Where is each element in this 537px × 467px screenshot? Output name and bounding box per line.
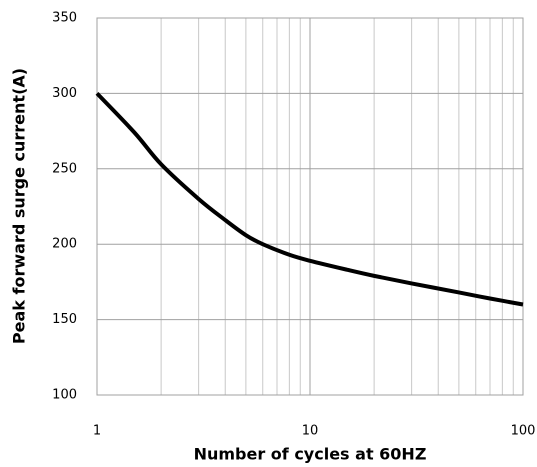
y-tick-label: 350 xyxy=(52,11,77,26)
x-tick-label: 100 xyxy=(511,424,536,439)
y-tick-label: 200 xyxy=(52,237,77,252)
y-axis-title: Peak forward surge current(A) xyxy=(10,68,29,344)
x-tick-label: 1 xyxy=(93,424,101,439)
x-axis-title: Number of cycles at 60HZ xyxy=(194,445,427,464)
y-tick-label: 300 xyxy=(52,86,77,101)
y-tick-label: 100 xyxy=(52,388,77,403)
data-line xyxy=(95,92,524,307)
plot-border xyxy=(96,17,524,396)
x-tick-label: 10 xyxy=(302,424,319,439)
y-tick-label: 250 xyxy=(52,161,77,176)
y-tick-label: 150 xyxy=(52,312,77,327)
